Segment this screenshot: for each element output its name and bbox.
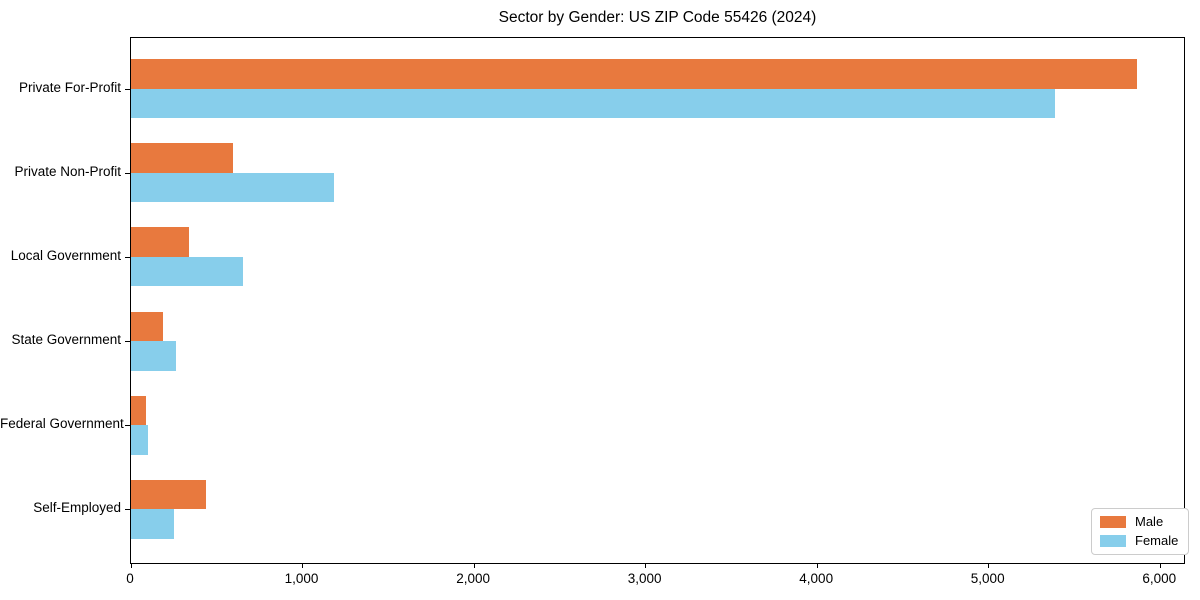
y-tick-mark (125, 509, 131, 511)
x-tick-mark (130, 563, 132, 568)
y-tick-label-private-non-profit: Private Non-Profit (14, 163, 121, 179)
legend-swatch-female (1100, 535, 1126, 547)
x-tick-label-4000: 4,000 (799, 571, 834, 586)
legend-swatch-male (1100, 516, 1126, 528)
y-tick-mark (125, 425, 131, 427)
bar-male-federal-government (131, 395, 146, 426)
x-tick-label-1000: 1,000 (284, 571, 319, 586)
x-tick-mark (473, 563, 475, 568)
y-tick-label-private-for-profit: Private For-Profit (18, 79, 121, 95)
bar-female-private-for-profit (131, 88, 1056, 119)
bar-female-state-government (131, 341, 176, 371)
y-tick-mark (125, 341, 131, 342)
x-tick-mark (645, 563, 647, 568)
x-tick-label-3000: 3,000 (627, 571, 662, 586)
x-tick-label-0: 0 (126, 571, 134, 586)
bar-male-self-employed (131, 479, 206, 510)
legend-label-male: Male (1135, 514, 1164, 529)
x-tick-mark (988, 563, 990, 568)
bar-male-private-non-profit (131, 143, 233, 173)
bar-male-private-for-profit (131, 59, 1138, 89)
x-tick-label-6000: 6,000 (1142, 571, 1177, 586)
chart-title: Sector by Gender: US ZIP Code 55426 (202… (498, 9, 817, 26)
bar-female-private-non-profit (131, 172, 335, 203)
bar-female-self-employed (131, 509, 175, 539)
bar-male-state-government (131, 311, 164, 341)
legend-item-male: Male (1100, 515, 1178, 529)
y-tick-mark (125, 172, 131, 174)
y-tick-mark (125, 256, 131, 258)
x-tick-mark (302, 563, 303, 568)
legend: Male Female (1091, 508, 1190, 555)
y-tick-label-local-government: Local Government (10, 247, 121, 263)
legend-label-female: Female (1135, 533, 1179, 548)
bar-male-local-government (131, 227, 190, 257)
bar-female-local-government (131, 256, 244, 287)
x-tick-label-5000: 5,000 (970, 571, 1005, 586)
x-tick-mark (1159, 563, 1161, 568)
bar-female-federal-government (131, 425, 149, 455)
y-tick-label-self-employed: Self-Employed (33, 500, 121, 516)
y-tick-label-state-government: State Government (11, 332, 121, 347)
x-tick-mark (816, 563, 818, 568)
x-tick-label-2000: 2,000 (456, 571, 490, 586)
y-tick-mark (125, 88, 131, 90)
y-tick-label-federal-government: Federal Government (0, 416, 124, 432)
plot-area (125, 37, 1185, 568)
legend-item-female: Female (1100, 534, 1178, 548)
